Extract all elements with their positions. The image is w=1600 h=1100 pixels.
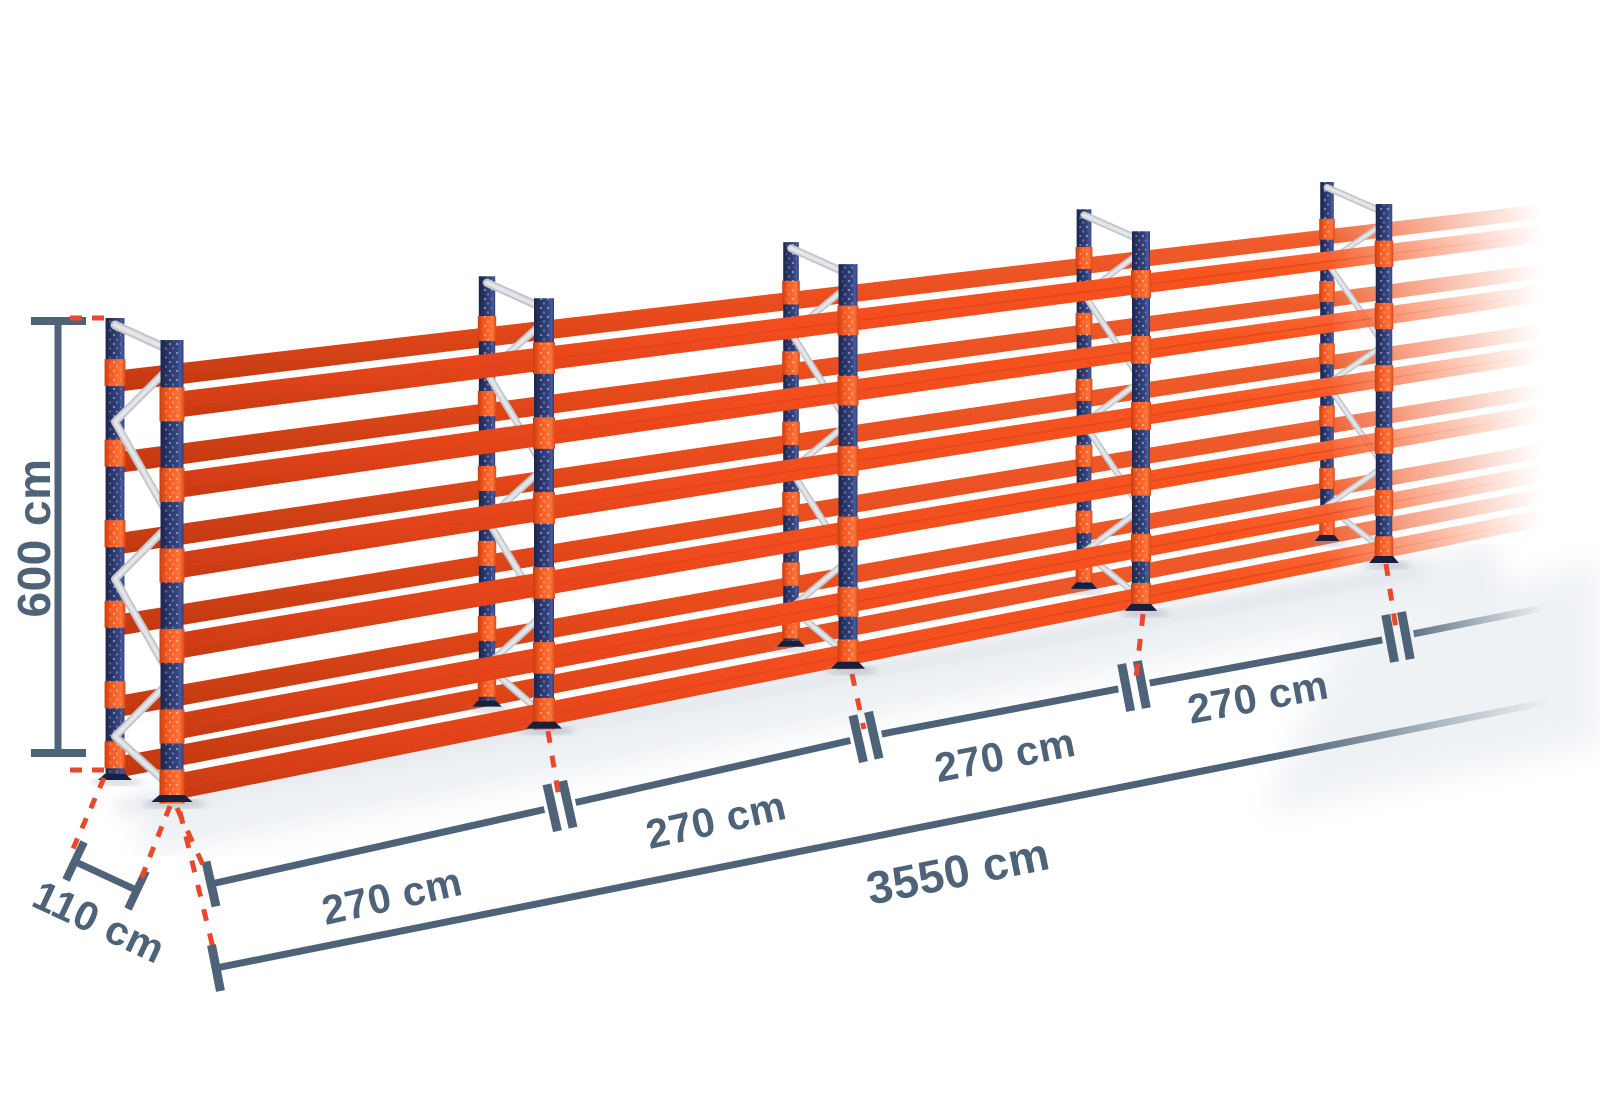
front-upright-4: [1118, 231, 1170, 617]
front-beam-ridge: [169, 517, 1549, 790]
bay-dimension-segment-4: [1149, 636, 1383, 687]
pallet-rack: [90, 182, 1549, 808]
rear-uprights: [90, 182, 1348, 786]
rear-foot-plate: [1314, 534, 1340, 541]
back-beam-level-2: [112, 442, 1548, 719]
depth-dimension-tick-rear: [62, 840, 88, 882]
bay-3-label: 270 cm: [931, 719, 1079, 791]
front-foot-plate: [1124, 603, 1158, 611]
front-beam-ridge: [169, 352, 1549, 569]
height-dimension-label: 600 cm: [8, 458, 60, 617]
front-foot-plate: [1369, 555, 1399, 563]
total-dimension-tick: [207, 944, 225, 992]
rear-perforations: [482, 276, 492, 701]
front-foot-plate: [151, 795, 193, 802]
front-beam-level-6: [170, 224, 1548, 419]
front-perforations: [538, 298, 550, 722]
front-perforations: [842, 264, 854, 662]
bay-dimension-tail: [1413, 603, 1549, 638]
front-beam-level-4: [170, 344, 1548, 580]
rear-perforations: [786, 242, 796, 641]
bay-break-marker-2-1: [848, 714, 868, 764]
bay-dimension-segment-1: [210, 806, 546, 888]
bay-extension-dash-6: [1383, 563, 1399, 630]
rear-foot-plate: [1070, 582, 1098, 589]
top-brace: [1082, 213, 1143, 243]
bay-break-marker-3-1: [1117, 663, 1136, 712]
front-perforations: [1135, 231, 1147, 604]
top-brace: [1325, 185, 1386, 215]
rear-perforations: [1079, 209, 1089, 583]
depth-dimension-label: 110 cm: [26, 872, 172, 973]
rear-foot-plate: [98, 774, 132, 780]
front-upright-3: [824, 264, 878, 675]
bay-dimension-segment-2: [574, 737, 852, 806]
bay-break-marker-2-2: [864, 710, 884, 760]
front-beam-ridge: [169, 292, 1549, 489]
bay-extension-dash-4: [849, 673, 867, 730]
rear-foot-plate: [776, 640, 806, 647]
front-beam-level-1: [170, 508, 1548, 801]
depth-extension-dash-rear: [69, 776, 107, 853]
rear-perforations: [109, 318, 121, 774]
bay-break-marker-1-2: [558, 779, 578, 829]
bay-2-label: 270 cm: [642, 782, 791, 858]
floor-patch-right: [1265, 560, 1600, 815]
rear-foot-shadow: [466, 705, 512, 713]
rear-foot-shadow: [1065, 587, 1107, 595]
back-beam-level-5: [112, 263, 1548, 474]
front-beam-level-5: [170, 284, 1548, 500]
rear-foot-shadow: [771, 645, 815, 653]
bay-dimension-chain: [174, 563, 1549, 957]
front-beam-ridge: [169, 412, 1549, 650]
front-beams: [169, 224, 1549, 801]
front-uprights: [142, 204, 1411, 808]
bay-break-marker-4-2: [1397, 611, 1415, 660]
front-foot-plate: [830, 661, 866, 669]
rear-foot-shadow: [1310, 539, 1348, 547]
front-upright-1: [142, 340, 208, 808]
front-beam-ridge: [169, 472, 1549, 730]
front-upright-5: [1363, 204, 1411, 569]
bay-extension-dash-3: [545, 730, 562, 799]
front-perforations: [165, 340, 179, 795]
floor-wash: [134, 542, 1506, 858]
front-beam-level-2: [170, 463, 1548, 741]
back-beam-level-1: [112, 487, 1548, 779]
diagonal-brace: [113, 363, 174, 791]
bay-break-marker-4-1: [1381, 614, 1399, 663]
front-beam-ridge: [169, 233, 1549, 408]
bay-start-tick: [201, 860, 221, 908]
bay-break-marker-1-1: [542, 783, 562, 833]
front-beam-level-3: [170, 403, 1548, 661]
total-dimension-line: [215, 698, 1549, 972]
front-perforations: [1379, 204, 1389, 556]
bay-dimension-segment-3: [881, 685, 1119, 738]
height-dimension: 600 cm: [8, 315, 112, 773]
front-upright-2: [519, 298, 575, 735]
bay-extension-dash-5: [1133, 613, 1146, 679]
total-dimension-label: 3550 cm: [862, 827, 1054, 914]
front-foot-plate: [526, 721, 562, 729]
rear-foot-plate: [472, 700, 502, 707]
back-beam-level-3: [112, 383, 1548, 637]
rear-perforations: [1322, 182, 1332, 535]
depth-dimension-line: [76, 859, 136, 893]
